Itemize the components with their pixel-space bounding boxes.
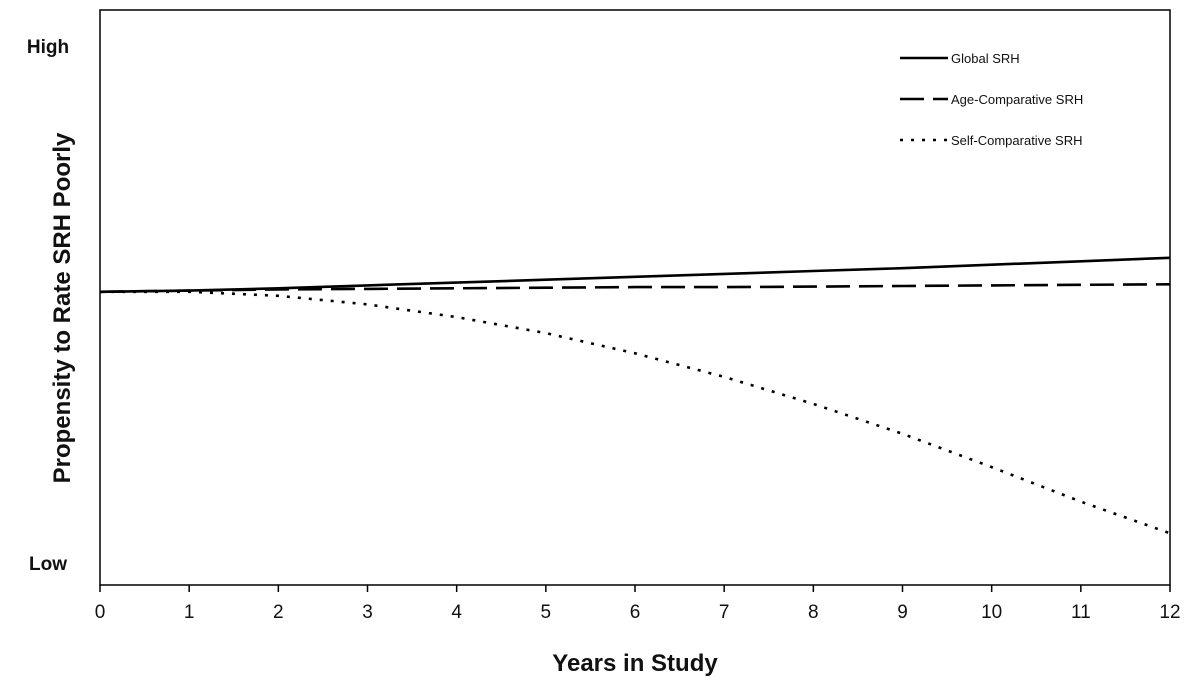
x-tick-label-10: 10 <box>981 602 1002 623</box>
x-tick-label-2: 2 <box>273 602 284 623</box>
y-axis-title: Propensity to Rate SRH Poorly <box>49 132 76 483</box>
x-tick-label-0: 0 <box>95 602 106 623</box>
x-tick-label-3: 3 <box>362 602 373 623</box>
y-axis-high-label: High <box>27 37 69 58</box>
x-tick-label-6: 6 <box>630 602 641 623</box>
legend-label-self-comparative-srh: Self-Comparative SRH <box>951 133 1083 148</box>
x-tick-label-12: 12 <box>1159 602 1180 623</box>
x-tick-label-7: 7 <box>719 602 730 623</box>
x-tick-label-5: 5 <box>541 602 552 623</box>
x-axis-ticks <box>99 585 1171 592</box>
x-tick-label-11: 11 <box>1071 602 1091 623</box>
legend-label-age-comparative-srh: Age-Comparative SRH <box>951 92 1083 107</box>
x-axis-title: Years in Study <box>552 650 718 677</box>
legend-label-global-srh: Global SRH <box>951 51 1020 66</box>
x-tick-label-1: 1 <box>184 602 195 623</box>
x-tick-label-8: 8 <box>808 602 819 623</box>
x-axis-tick-labels: 0 1 2 3 4 5 6 7 8 9 10 11 12 <box>95 602 1181 623</box>
x-tick-label-9: 9 <box>897 602 908 623</box>
series-line-self-comparative-srh <box>100 290 1171 535</box>
series-line-age-comparative-srh <box>99 283 1171 294</box>
series-layer <box>99 256 1171 535</box>
legend: Global SRH Age-Comparative SRH Self-Compar… <box>900 51 1083 148</box>
y-axis-low-label: Low <box>29 554 67 575</box>
x-tick-label-4: 4 <box>451 602 462 623</box>
plot-area <box>99 9 1171 586</box>
